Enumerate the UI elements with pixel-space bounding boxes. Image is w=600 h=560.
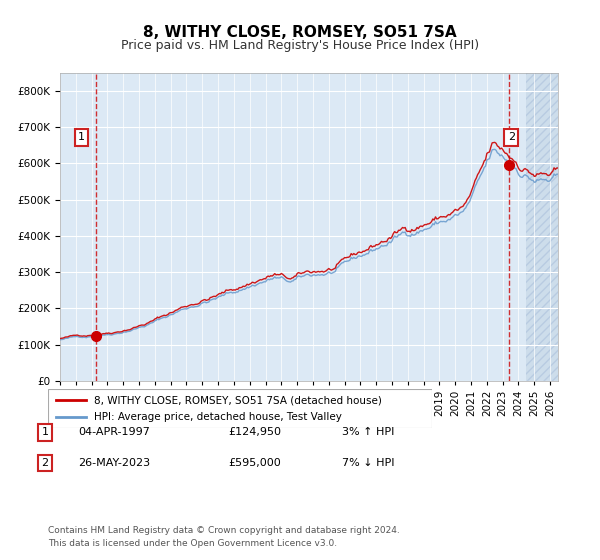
Text: 1: 1 [78, 133, 85, 142]
Bar [526, 73, 566, 381]
Text: 26-MAY-2023: 26-MAY-2023 [78, 458, 150, 468]
Text: 04-APR-1997: 04-APR-1997 [78, 427, 150, 437]
Text: Contains HM Land Registry data © Crown copyright and database right 2024.
This d: Contains HM Land Registry data © Crown c… [48, 526, 400, 548]
Text: £595,000: £595,000 [228, 458, 281, 468]
Text: 1: 1 [41, 427, 49, 437]
Text: 3% ↑ HPI: 3% ↑ HPI [342, 427, 394, 437]
Text: HPI: Average price, detached house, Test Valley: HPI: Average price, detached house, Test… [94, 412, 342, 422]
Text: 7% ↓ HPI: 7% ↓ HPI [342, 458, 395, 468]
Text: 8, WITHY CLOSE, ROMSEY, SO51 7SA (detached house): 8, WITHY CLOSE, ROMSEY, SO51 7SA (detach… [94, 395, 382, 405]
Text: Price paid vs. HM Land Registry's House Price Index (HPI): Price paid vs. HM Land Registry's House … [121, 39, 479, 52]
Text: 8, WITHY CLOSE, ROMSEY, SO51 7SA: 8, WITHY CLOSE, ROMSEY, SO51 7SA [143, 25, 457, 40]
Text: £124,950: £124,950 [228, 427, 281, 437]
Text: 2: 2 [508, 133, 515, 142]
FancyBboxPatch shape [48, 389, 432, 428]
Text: 2: 2 [41, 458, 49, 468]
